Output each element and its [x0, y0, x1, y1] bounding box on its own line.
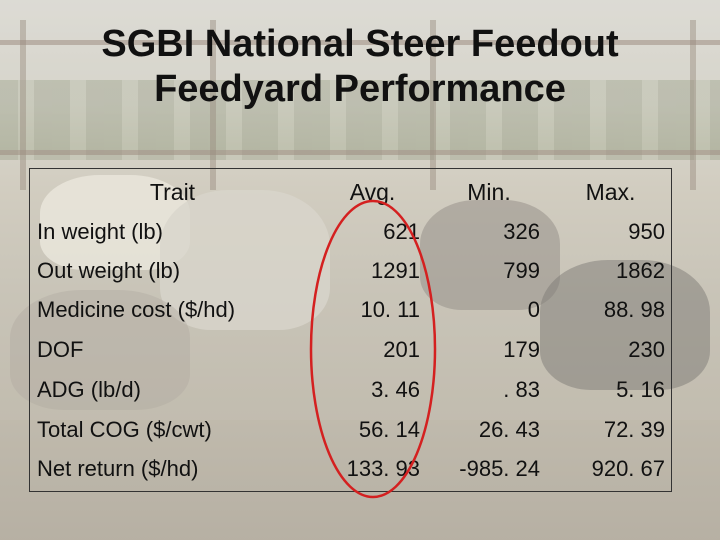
background-trees — [0, 80, 720, 160]
min-cell: 179 — [503, 337, 540, 362]
fence-post — [430, 20, 436, 190]
table-row: DOF 201 179 230 — [30, 331, 671, 369]
avg-cell: 10. 11 — [360, 297, 420, 322]
max-cell: 1862 — [616, 258, 665, 283]
trait-cell: Total COG ($/cwt) — [37, 417, 212, 442]
fence-post — [210, 20, 216, 190]
performance-table: Trait Avg. Min. Max. In weight (lb) 621 … — [29, 168, 672, 492]
cattle-shape — [160, 190, 330, 330]
header-min: Min. — [467, 179, 511, 205]
avg-cell: 3. 46 — [371, 377, 420, 402]
header-max: Max. — [585, 179, 636, 205]
max-cell: 920. 67 — [591, 456, 665, 481]
fence-post — [690, 20, 696, 190]
table-row: Out weight (lb) 1291 799 1862 — [30, 252, 671, 290]
min-cell: . 83 — [503, 377, 540, 402]
trait-cell: In weight (lb) — [37, 219, 163, 244]
avg-cell: 56. 14 — [358, 417, 420, 442]
avg-cell: 133. 93 — [346, 456, 420, 481]
trait-cell: Medicine cost ($/hd) — [37, 297, 236, 322]
min-cell: 326 — [503, 219, 540, 244]
max-cell: 230 — [628, 337, 665, 362]
fence-rail — [0, 40, 720, 45]
table-row: Total COG ($/cwt) 56. 14 26. 43 72. 39 — [30, 411, 671, 449]
table-row: Medicine cost ($/hd) 10. 11 0 88. 98 — [30, 291, 671, 329]
max-cell: 5. 16 — [616, 377, 665, 402]
trait-cell: Net return ($/hd) — [37, 456, 199, 481]
table-row: ADG (lb/d) 3. 46 . 83 5. 16 — [30, 371, 671, 409]
min-cell: -985. 24 — [459, 456, 540, 481]
max-cell: 88. 98 — [603, 297, 665, 322]
cattle-shape — [420, 200, 560, 310]
slide-title: SGBI National Steer Feedout Feedyard Per… — [0, 22, 720, 112]
table-header-row: Trait Avg. Min. Max. — [30, 173, 671, 211]
trait-cell: DOF — [37, 337, 84, 362]
fence-rail — [0, 150, 720, 155]
background-sky — [0, 0, 720, 150]
cattle-shape — [10, 290, 190, 410]
fence-post — [20, 20, 26, 190]
avg-cell: 621 — [383, 219, 420, 244]
cattle-shape — [540, 260, 710, 390]
header-avg: Avg. — [349, 179, 396, 205]
min-cell: 0 — [527, 297, 540, 322]
min-cell: 799 — [503, 258, 540, 283]
trait-cell: Out weight (lb) — [37, 258, 181, 283]
table-row: Net return ($/hd) 133. 93 -985. 24 920. … — [30, 450, 671, 488]
max-cell: 950 — [628, 219, 665, 244]
slide-title-line-1: SGBI National Steer Feedout — [101, 23, 619, 65]
avg-cell: 1291 — [371, 258, 420, 283]
table-row: In weight (lb) 621 326 950 — [30, 213, 671, 251]
slide-title-line-2: Feedyard Performance — [154, 68, 566, 110]
trait-cell: ADG (lb/d) — [37, 377, 141, 402]
max-cell: 72. 39 — [603, 417, 665, 442]
min-cell: 26. 43 — [478, 417, 540, 442]
avg-cell: 201 — [383, 337, 420, 362]
header-trait: Trait — [149, 179, 196, 205]
